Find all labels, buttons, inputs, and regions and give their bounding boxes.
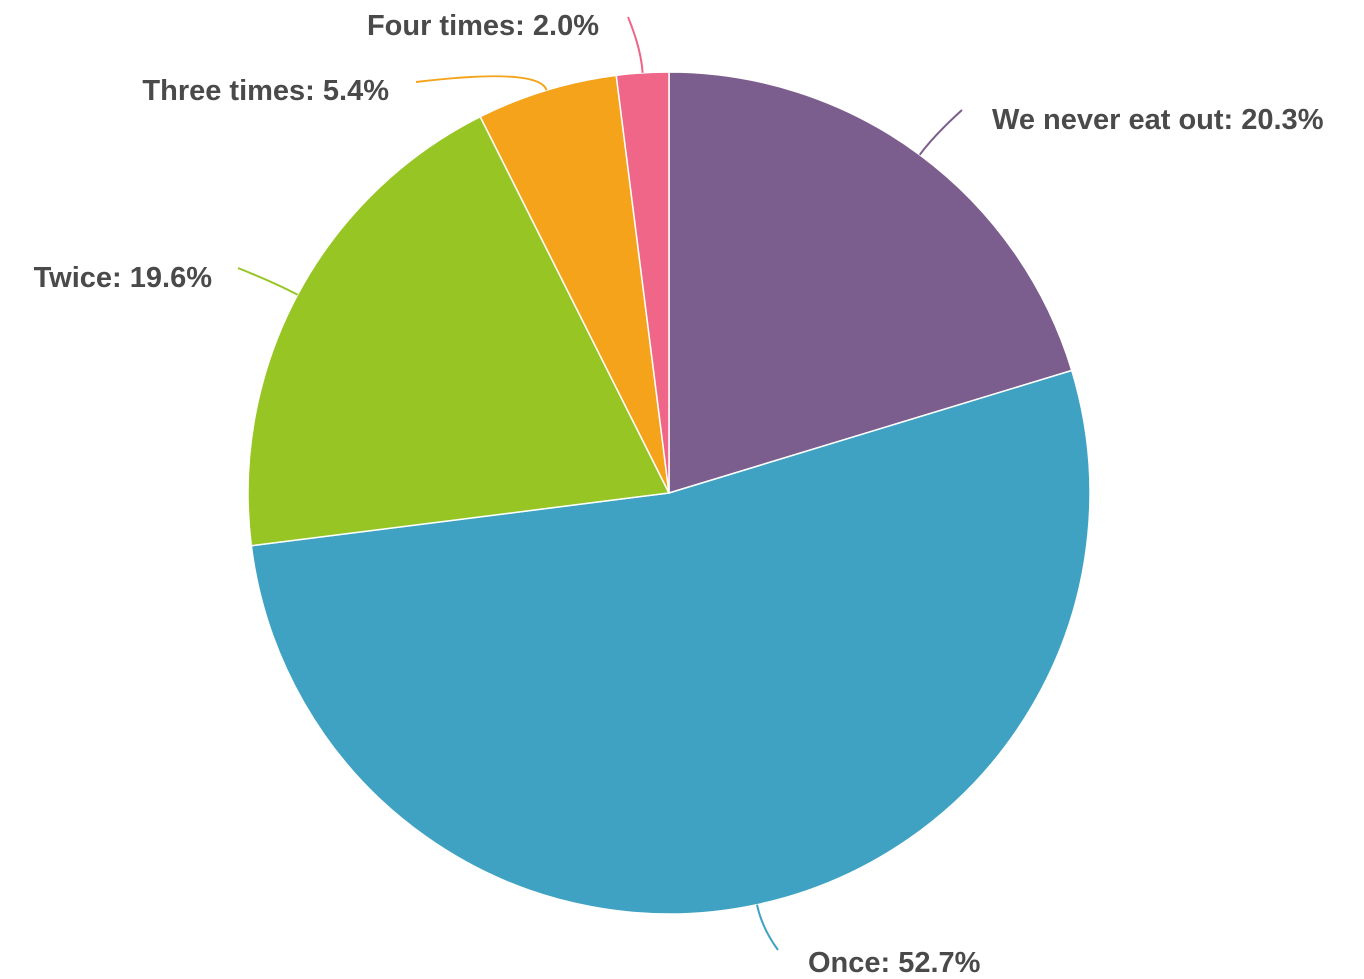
label-once: Once: 52.7%	[808, 947, 981, 979]
leader-lines	[237, 16, 963, 951]
pie-slices	[247, 71, 1091, 915]
label-we-never-eat-out: We never eat out: 20.3%	[992, 104, 1324, 136]
pie-slice-three-times	[479, 74, 670, 494]
pie-slice-once	[250, 369, 1091, 915]
leader-line-once	[756, 904, 779, 951]
label-three-times: Three times: 5.4%	[142, 75, 389, 107]
label-twice: Twice: 19.6%	[34, 262, 213, 294]
slice-labels: We never eat out: 20.3% Once: 52.7% Twic…	[34, 10, 1324, 979]
leader-line-we-never-eat-out	[918, 109, 963, 156]
leader-line-four-times	[627, 16, 644, 73]
leader-line-twice	[237, 267, 299, 296]
label-four-times: Four times: 2.0%	[367, 10, 599, 42]
leader-line-three-times	[415, 75, 548, 91]
pie-slice-twice	[247, 115, 671, 547]
pie-slice-four-times	[615, 71, 670, 494]
